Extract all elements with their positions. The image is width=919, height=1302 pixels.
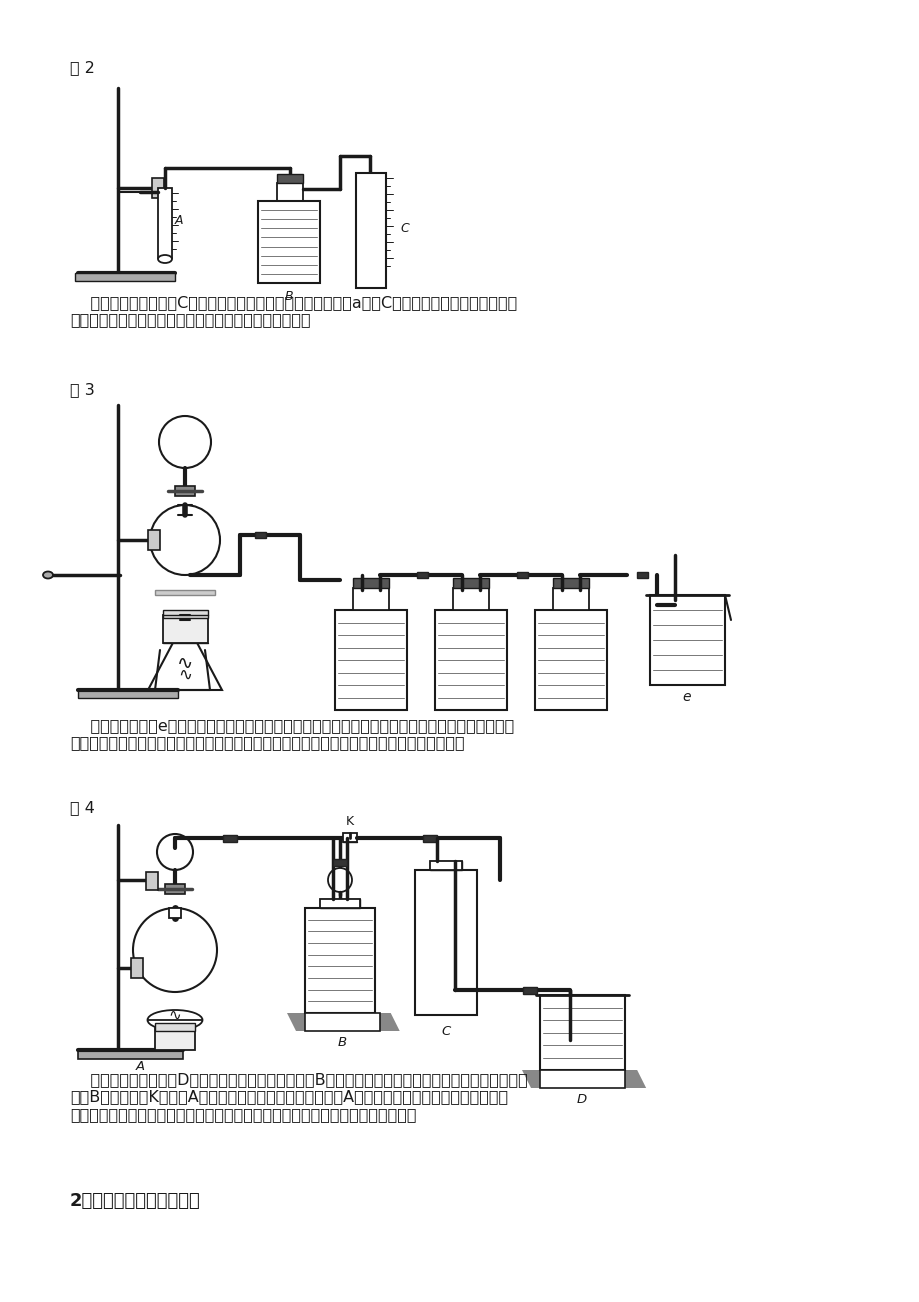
Text: B: B — [337, 1036, 346, 1049]
Polygon shape — [298, 1013, 324, 1031]
Polygon shape — [351, 1013, 378, 1031]
Bar — [353, 578, 389, 589]
Bar — [416, 572, 427, 578]
Bar — [305, 907, 375, 1013]
Bar — [535, 611, 607, 710]
Polygon shape — [361, 1013, 389, 1031]
Circle shape — [328, 868, 352, 892]
Bar — [255, 533, 266, 538]
Bar — [429, 861, 461, 870]
Polygon shape — [582, 1070, 609, 1088]
Ellipse shape — [158, 255, 172, 263]
Text: D: D — [576, 1092, 586, 1105]
Bar — [452, 578, 489, 589]
Text: ∿: ∿ — [178, 667, 192, 684]
Bar — [333, 859, 346, 866]
Bar — [148, 530, 160, 549]
Bar — [353, 589, 389, 611]
Text: 2、加水形成液面高度差类: 2、加水形成液面高度差类 — [70, 1193, 200, 1210]
Bar — [154, 1029, 195, 1049]
Polygon shape — [308, 1013, 335, 1031]
Bar — [222, 835, 237, 842]
Bar — [163, 611, 208, 618]
Text: B: B — [284, 290, 293, 303]
Bar — [343, 833, 357, 842]
Polygon shape — [340, 1013, 368, 1031]
Polygon shape — [330, 1013, 357, 1031]
Text: 例 4: 例 4 — [70, 799, 95, 815]
Text: e: e — [682, 690, 690, 704]
Bar — [539, 995, 624, 1070]
Polygon shape — [546, 1070, 573, 1088]
Bar — [320, 898, 359, 907]
Text: C: C — [400, 221, 408, 234]
Bar — [435, 611, 506, 710]
Bar — [356, 173, 386, 288]
Bar — [152, 178, 164, 198]
Bar — [175, 486, 195, 496]
Polygon shape — [558, 1070, 584, 1088]
Polygon shape — [570, 1070, 597, 1088]
Bar — [277, 184, 302, 201]
Circle shape — [133, 907, 217, 992]
Text: 连接好装置，向e装置中加水浸没导管口插入盛水烧杯中，关闭分液漏斗的活塞，用酒精灯微热圆底
烧瓶，若导管口有气泡产生，撤走酒精灯，导管里形成一段水柱，说明该装置的: 连接好装置，向e装置中加水浸没导管口插入盛水烧杯中，关闭分液漏斗的活塞，用酒精灯… — [70, 717, 514, 750]
Bar — [452, 589, 489, 611]
Text: 例 2: 例 2 — [70, 60, 95, 76]
Polygon shape — [618, 1070, 645, 1088]
Circle shape — [157, 835, 193, 870]
Bar — [335, 611, 406, 710]
Bar — [277, 174, 302, 184]
Polygon shape — [287, 1013, 313, 1031]
Text: ∿: ∿ — [168, 1008, 181, 1022]
Bar — [78, 1049, 183, 1059]
Polygon shape — [521, 1070, 549, 1088]
Bar — [429, 861, 461, 870]
Bar — [158, 187, 172, 258]
Bar — [522, 987, 537, 993]
Polygon shape — [372, 1013, 399, 1031]
Bar — [257, 201, 320, 283]
Bar — [165, 884, 185, 894]
Text: 连接好装置，向量筒C中加水浸没导管口，用热毛巾捂热试管a，若C中导管口有气泡产生，停止加
热后，导管里形成一段水柱，说明该装置的气密性良好。: 连接好装置，向量筒C中加水浸没导管口，用热毛巾捂热试管a，若C中导管口有气泡产生… — [70, 296, 516, 327]
Bar — [169, 907, 181, 918]
Text: K: K — [346, 815, 354, 828]
Text: A: A — [175, 214, 183, 227]
Bar — [154, 590, 215, 595]
Bar — [78, 690, 177, 698]
Bar — [636, 572, 647, 578]
Bar — [75, 273, 175, 281]
Bar — [516, 572, 528, 578]
Ellipse shape — [43, 572, 53, 578]
Bar — [650, 595, 724, 685]
Text: A: A — [135, 1060, 144, 1073]
Polygon shape — [148, 620, 221, 690]
Bar — [423, 835, 437, 842]
Bar — [146, 872, 158, 891]
Polygon shape — [319, 1013, 346, 1031]
Text: 连接好装置，向烧杯D中加水，将导管插入水中，向B装置的长颈漏斗中加水至浸没漏斗的下端管口，
打开B装置的活塞K，关闭A装置分液漏斗的活塞，用酒精灯对A装置的圆底: 连接好装置，向烧杯D中加水，将导管插入水中，向B装置的长颈漏斗中加水至浸没漏斗的… — [70, 1072, 528, 1122]
Polygon shape — [595, 1070, 621, 1088]
Polygon shape — [607, 1070, 633, 1088]
Bar — [154, 1023, 195, 1031]
Bar — [320, 898, 359, 907]
Circle shape — [159, 417, 210, 467]
Text: C: C — [441, 1025, 450, 1038]
Bar — [552, 578, 588, 589]
Bar — [130, 958, 142, 978]
Bar — [163, 615, 208, 643]
Bar — [552, 589, 588, 611]
Polygon shape — [534, 1070, 561, 1088]
Text: 例 3: 例 3 — [70, 381, 95, 397]
Text: ∿: ∿ — [176, 654, 193, 673]
Bar — [539, 1070, 624, 1088]
Bar — [414, 870, 476, 1016]
Ellipse shape — [147, 1010, 202, 1030]
Circle shape — [150, 505, 220, 575]
Bar — [305, 1013, 380, 1031]
